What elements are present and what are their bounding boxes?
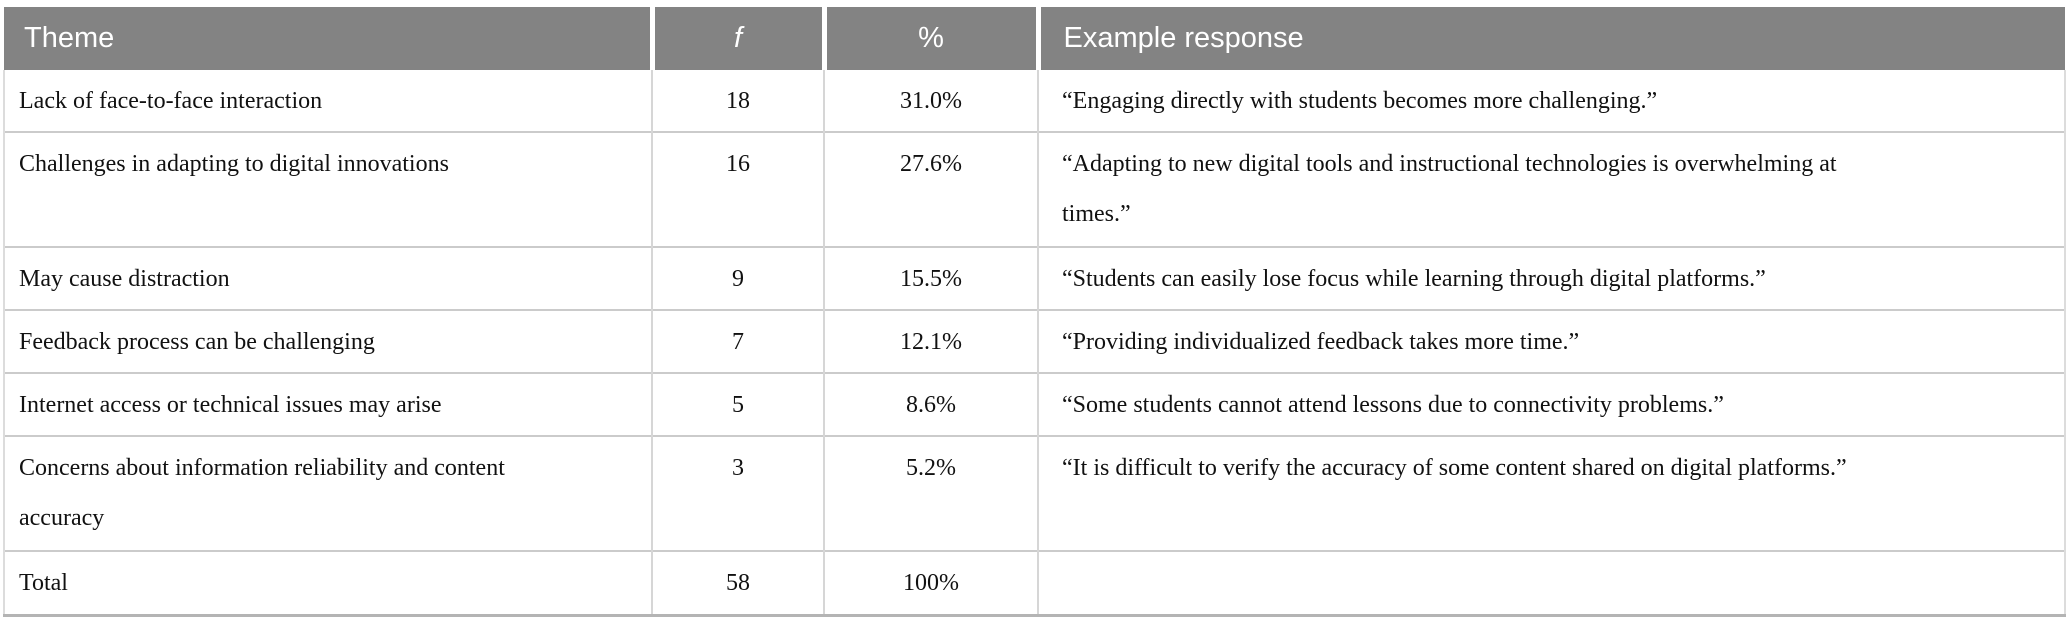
cell-example: “Students can easily lose focus while le… xyxy=(1037,246,2066,310)
cell-theme: Concerns about information reliability a… xyxy=(3,435,652,551)
col-header-frequency: f xyxy=(649,7,824,70)
cell-example xyxy=(1037,550,2066,617)
table-row: Lack of face-to-face interaction 18 31.0… xyxy=(3,70,2066,132)
cell-example: “Engaging directly with students becomes… xyxy=(1037,70,2066,132)
cell-frequency: 18 xyxy=(651,70,824,132)
cell-percent: 31.0% xyxy=(823,70,1038,132)
cell-theme: Lack of face-to-face interaction xyxy=(3,70,652,132)
cell-percent: 100% xyxy=(823,550,1038,617)
col-header-example-response: Example response xyxy=(1035,7,2065,70)
cell-percent: 8.6% xyxy=(823,372,1038,436)
cell-example: “Adapting to new digital tools and instr… xyxy=(1037,131,2066,247)
cell-theme: Total xyxy=(3,550,652,617)
cell-frequency: 9 xyxy=(651,246,824,310)
col-header-theme: Theme xyxy=(4,7,652,70)
table-row-total: Total 58 100% xyxy=(3,550,2066,617)
cell-theme: May cause distraction xyxy=(3,246,652,310)
cell-percent: 15.5% xyxy=(823,246,1038,310)
table-row: Internet access or technical issues may … xyxy=(3,372,2066,436)
cell-example: “It is difficult to verify the accuracy … xyxy=(1037,435,2066,551)
theme-frequency-table: Theme f % Example response Lack of face-… xyxy=(3,7,2066,617)
cell-example: “Some students cannot attend lessons due… xyxy=(1037,372,2066,436)
cell-example: “Providing individualized feedback takes… xyxy=(1037,309,2066,373)
cell-percent: 5.2% xyxy=(823,435,1038,551)
cell-percent: 12.1% xyxy=(823,309,1038,373)
cell-frequency: 3 xyxy=(651,435,824,551)
cell-theme: Feedback process can be challenging xyxy=(3,309,652,373)
table-header: Theme f % Example response xyxy=(4,7,2065,70)
cell-theme: Challenges in adapting to digital innova… xyxy=(3,131,652,247)
table-row: Feedback process can be challenging 7 12… xyxy=(3,309,2066,373)
cell-frequency: 16 xyxy=(651,131,824,247)
table-row: Challenges in adapting to digital innova… xyxy=(3,131,2066,247)
table-row: Concerns about information reliability a… xyxy=(3,435,2066,551)
cell-frequency: 5 xyxy=(651,372,824,436)
cell-theme: Internet access or technical issues may … xyxy=(3,372,652,436)
cell-frequency: 7 xyxy=(651,309,824,373)
cell-percent: 27.6% xyxy=(823,131,1038,247)
header-row: Theme f % Example response xyxy=(4,7,2065,70)
table-body: Lack of face-to-face interaction 18 31.0… xyxy=(3,70,2066,617)
table-row: May cause distraction 9 15.5% “Students … xyxy=(3,246,2066,310)
col-header-percent: % xyxy=(821,7,1038,70)
cell-frequency: 58 xyxy=(651,550,824,617)
